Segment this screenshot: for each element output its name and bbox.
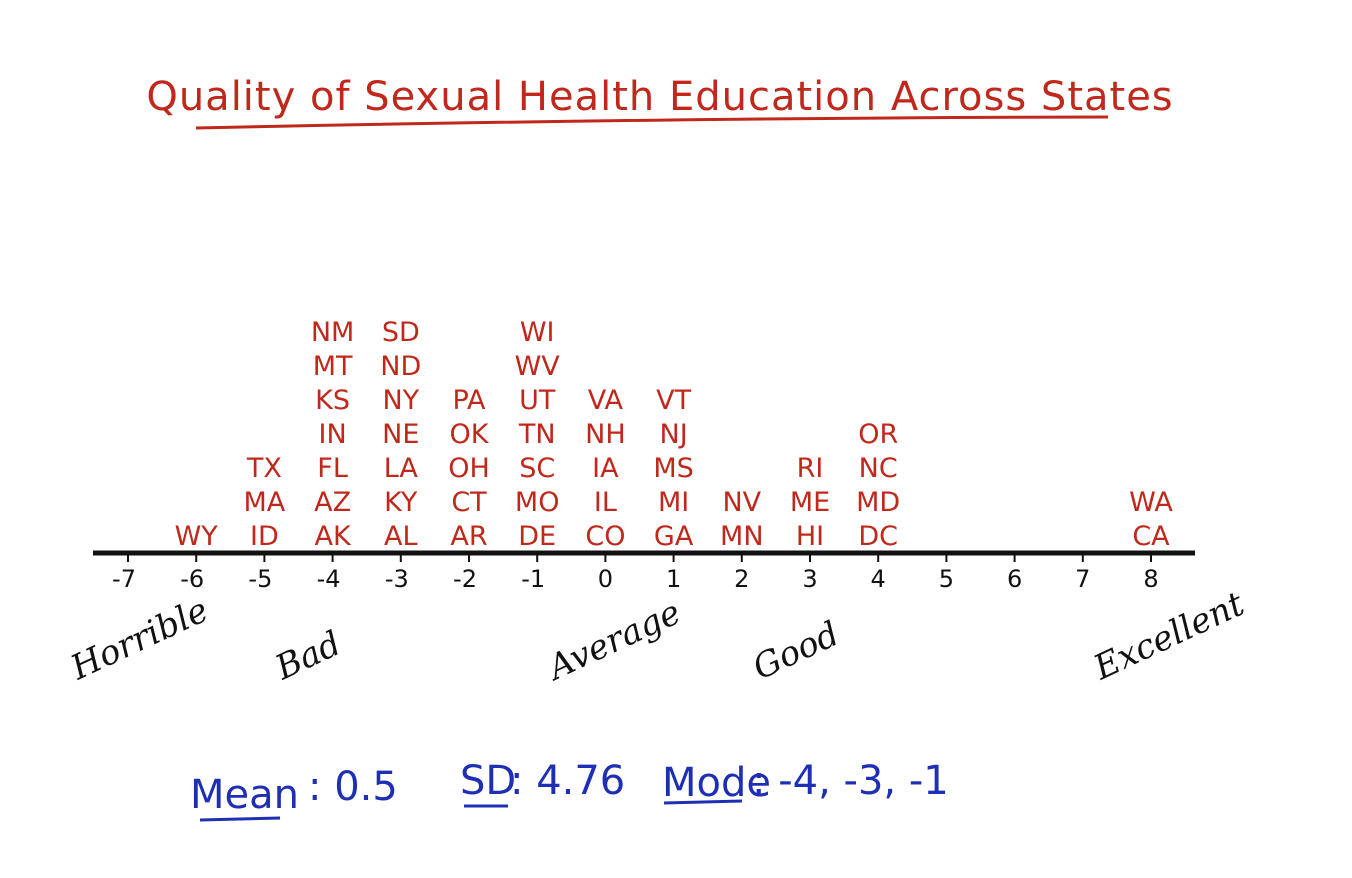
state-point: RI [797,453,824,484]
state-point: IL [594,487,617,518]
mean-underline [199,816,281,822]
state-point: SC [519,453,555,484]
chart-title-text: Quality of Sexual Health Education Acros… [146,74,1173,120]
state-point: FL [317,453,348,484]
state-point: TN [518,419,556,450]
state-point: KS [315,385,350,416]
category-label: Bad [269,624,348,689]
state-point: MI [658,487,689,518]
tick-label: 1 [666,565,681,593]
mode-underline [663,799,743,805]
tick-label: 2 [734,565,749,593]
state-point: CO [585,521,625,552]
state-point: GA [654,521,694,552]
category-label: Good [747,614,845,688]
state-point: DC [858,521,898,552]
category-label: Horrible [64,590,214,688]
state-point: TX [246,453,282,484]
tick-label: 0 [598,565,613,593]
mode-label: Mode [662,760,771,806]
state-point: NJ [660,419,688,450]
state-point: VA [588,385,624,416]
tick-label: -1 [521,565,545,593]
mean-value: : 0.5 [308,764,398,810]
state-point: CT [451,487,487,518]
tick-label: 5 [939,565,954,593]
state-point: AZ [314,487,351,518]
state-point: WI [520,317,555,348]
tick-label: 3 [802,565,817,593]
mode-value: : -4, -3, -1 [752,758,949,804]
x-axis-ticks: -7 -6 -5 -4 -3 -2 -1 0 1 2 3 4 5 6 7 8 [112,551,1159,593]
state-point: LA [384,453,419,484]
state-point: ME [790,487,830,518]
chart-title: Quality of Sexual Health Education Acros… [146,74,1173,130]
state-point: MN [720,521,764,552]
state-point: UT [519,385,556,416]
title-underline [195,115,1109,130]
state-point: AL [384,521,418,552]
state-point: SD [382,317,420,348]
state-point: MO [515,487,560,518]
state-point: MD [856,487,900,518]
state-point: WA [1129,487,1173,518]
state-point: KY [384,487,418,518]
tick-label: -3 [385,565,409,593]
state-point: ID [250,521,279,552]
state-point: CA [1132,521,1170,552]
state-point: ND [380,351,421,382]
state-point: NV [722,487,761,518]
state-point: NH [585,419,626,450]
state-point: OR [858,419,898,450]
state-point: IN [319,419,347,450]
state-point: AK [315,521,352,552]
state-point: NC [859,453,898,484]
tick-label: 4 [871,565,886,593]
state-point: IA [592,453,619,484]
state-point: HI [796,521,824,552]
mean-label: Mean [190,772,299,818]
tick-label: -2 [453,565,477,593]
state-point: VT [656,385,691,416]
state-point: NE [382,419,419,450]
state-point: AR [450,521,487,552]
state-point: NM [311,317,355,348]
state-point: PA [452,385,486,416]
tick-label: 7 [1075,565,1090,593]
state-point: WY [175,521,219,552]
state-point: OK [450,419,490,450]
sd-label: SD [460,758,516,804]
tick-label: -4 [317,565,341,593]
quality-category-labels: Horrible Bad Average Good Excellent [64,584,1251,690]
tick-label: 6 [1007,565,1022,593]
tick-label: -6 [180,565,204,593]
state-point: MA [244,487,286,518]
sd-value: : 4.76 [510,758,625,804]
summary-stats: Mean : 0.5 SD : 4.76 Mode : -4, -3, -1 [190,758,949,822]
category-label: Excellent [1087,584,1251,689]
tick-label: 8 [1143,565,1158,593]
state-point: NY [382,385,419,416]
state-point: MS [653,453,693,484]
state-point: OH [448,453,490,484]
tick-label: -5 [248,565,272,593]
category-label: Average [540,592,687,689]
tick-label: -7 [112,565,136,593]
state-point: WV [515,351,561,382]
state-point: MT [313,351,353,382]
state-point: DE [518,521,556,552]
